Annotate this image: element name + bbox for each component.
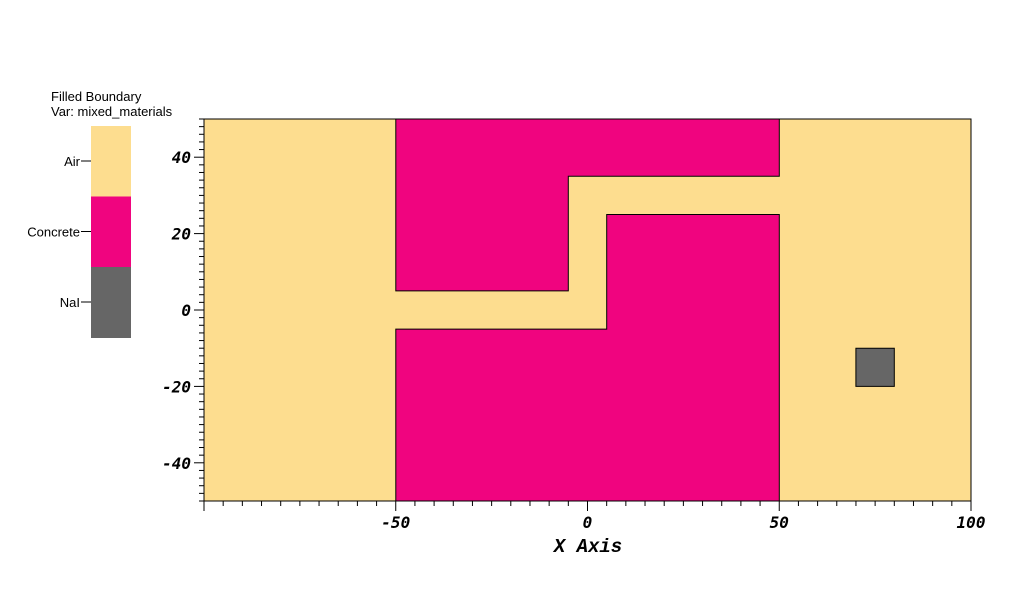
axes: -50 0 50 100 -40 -20 0 20 40 [162,118,986,532]
plot-area [204,118,971,502]
y-tick-label: 0 [181,301,191,320]
x-tick-label: -50 [381,513,410,532]
legend-swatch-nai [91,267,131,338]
y-tick-label: -20 [162,377,191,396]
y-tick-label: 40 [172,148,191,167]
x-tick-label: 50 [770,513,789,532]
legend-label: NaI [60,295,80,310]
region-nai [855,347,895,387]
legend: Filled Boundary Var: mixed_materials Air… [27,89,173,338]
legend-swatch-concrete [91,196,131,268]
legend-label: Concrete [27,225,80,240]
legend-label: Air [64,154,81,169]
y-tick-label: -40 [162,454,191,473]
legend-swatch-air [91,126,131,197]
legend-var: Var: mixed_materials [51,104,173,119]
y-tick-label: 20 [171,225,191,244]
legend-title: Filled Boundary [51,89,142,104]
x-tick-label: 0 [583,513,593,532]
x-tick-label: 100 [957,513,986,532]
x-axis-label: X Axis [553,536,622,558]
